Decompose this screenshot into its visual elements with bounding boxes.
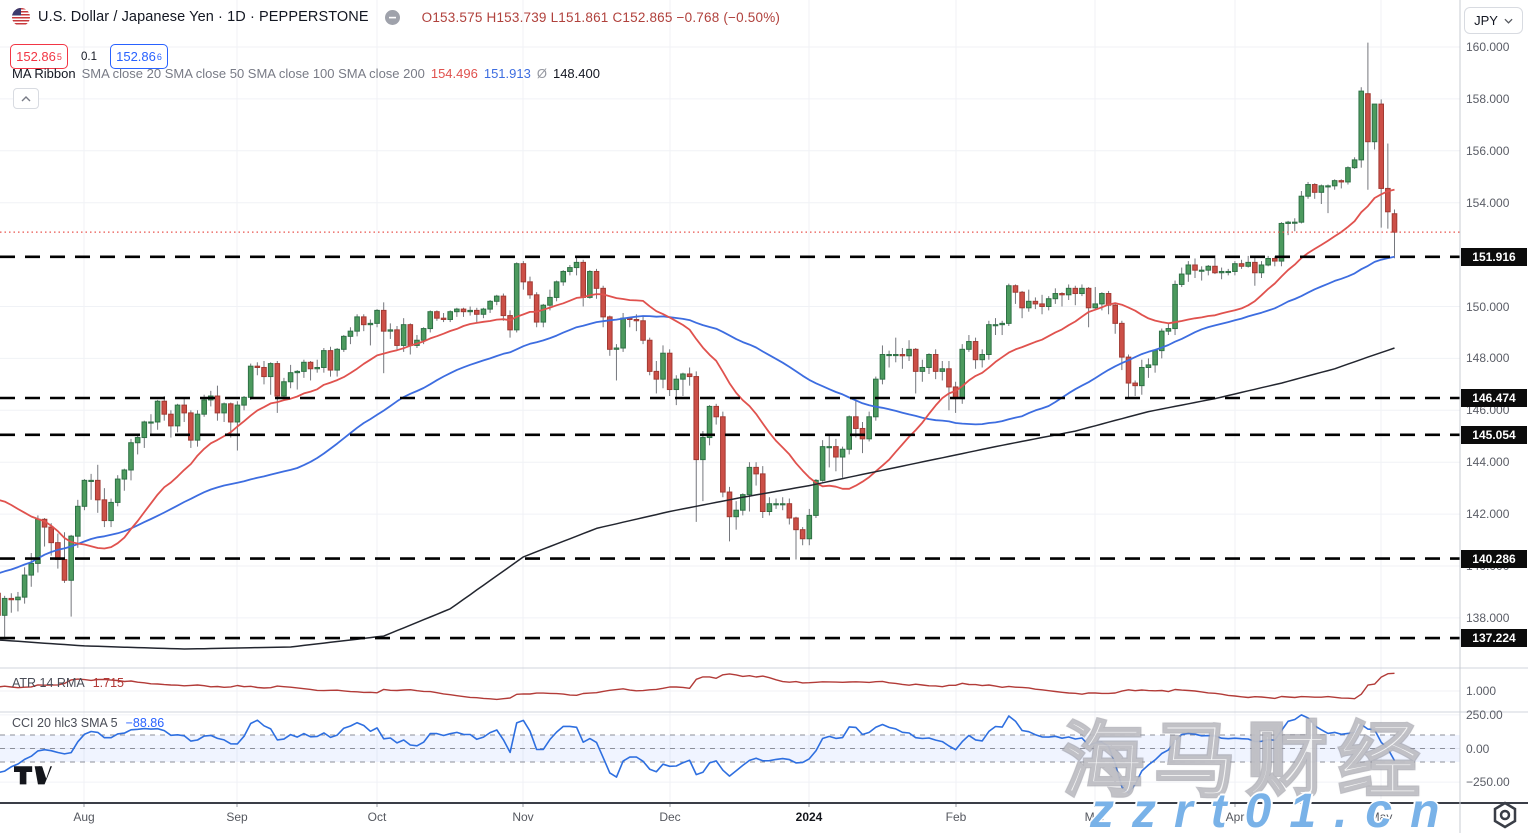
ma-ribbon-legend: MA Ribbon SMA close 20 SMA close 50 SMA … bbox=[12, 66, 600, 81]
time-label: May bbox=[1370, 810, 1393, 824]
time-label: Nov bbox=[512, 810, 533, 824]
sma100-hidden-value: Ø bbox=[537, 66, 547, 81]
price-tick-label: 150.000 bbox=[1466, 300, 1509, 314]
time-label: Feb bbox=[946, 810, 967, 824]
price-tick-label: 138.000 bbox=[1466, 611, 1509, 625]
cci-label[interactable]: CCI 20 hlc3 SMA 5 bbox=[12, 716, 118, 730]
collapse-indicators-button[interactable] bbox=[13, 88, 39, 109]
level-price-label: 146.474 bbox=[1461, 389, 1527, 407]
sma20-value: 154.496 bbox=[431, 66, 478, 81]
atr-tick-label: 1.000 bbox=[1466, 684, 1496, 698]
sma50-value: 151.913 bbox=[484, 66, 531, 81]
gear-icon bbox=[1490, 801, 1520, 834]
time-label: Dec bbox=[659, 810, 680, 824]
chevron-down-icon bbox=[1504, 18, 1513, 24]
time-label: 2024 bbox=[796, 810, 823, 824]
cci-legend: CCI 20 hlc3 SMA 5 −88.86 bbox=[12, 716, 164, 730]
sma200-value: 148.400 bbox=[553, 66, 600, 81]
level-price-label: 151.916 bbox=[1461, 248, 1527, 266]
price-tick-label: 160.000 bbox=[1466, 40, 1509, 54]
price-tick-label: 156.000 bbox=[1466, 144, 1509, 158]
symbol-title[interactable]: U.S. Dollar / Japanese Yen · 1D · PEPPER… bbox=[38, 9, 369, 25]
tradingview-logo-icon[interactable] bbox=[14, 766, 52, 793]
level-price-label: 137.224 bbox=[1461, 629, 1527, 647]
symbol-legend: U.S. Dollar / Japanese Yen · 1D · PEPPER… bbox=[12, 8, 780, 26]
atr-legend: ATR 14 RMA 1.715 bbox=[12, 676, 124, 690]
time-label: Aug bbox=[73, 810, 94, 824]
ohlc-values: O153.575 H153.739 L151.861 C152.865 −0.7… bbox=[422, 10, 780, 25]
price-tick-label: 148.000 bbox=[1466, 351, 1509, 365]
cci-tick-label: −250.00 bbox=[1466, 775, 1510, 789]
price-tick-label: 142.000 bbox=[1466, 507, 1509, 521]
collapse-legend-icon[interactable] bbox=[385, 10, 400, 25]
level-price-label: 145.054 bbox=[1461, 426, 1527, 444]
time-label: Sep bbox=[226, 810, 247, 824]
atr-value: 1.715 bbox=[93, 676, 124, 690]
price-tick-label: 144.000 bbox=[1466, 455, 1509, 469]
ma-ribbon-params: SMA close 20 SMA close 50 SMA close 100 … bbox=[82, 66, 425, 81]
time-label: Oct bbox=[368, 810, 387, 824]
price-tick-label: 158.000 bbox=[1466, 92, 1509, 106]
currency-unit-button[interactable]: JPY bbox=[1464, 7, 1523, 34]
time-label: Apr bbox=[1226, 810, 1245, 824]
spread-value: 0.1 bbox=[75, 51, 103, 63]
time-label: Mar bbox=[1085, 810, 1106, 824]
level-price-label: 140.286 bbox=[1461, 550, 1527, 568]
cci-tick-label: 250.00 bbox=[1466, 708, 1503, 722]
cci-value: −88.86 bbox=[126, 716, 165, 730]
usd-flag-icon bbox=[12, 8, 30, 26]
chevron-up-icon bbox=[21, 96, 31, 102]
ma-ribbon-title[interactable]: MA Ribbon bbox=[12, 66, 76, 81]
cci-tick-label: 0.00 bbox=[1466, 742, 1489, 756]
atr-label[interactable]: ATR 14 RMA bbox=[12, 676, 85, 690]
price-tick-label: 154.000 bbox=[1466, 196, 1509, 210]
currency-label: JPY bbox=[1474, 13, 1498, 28]
